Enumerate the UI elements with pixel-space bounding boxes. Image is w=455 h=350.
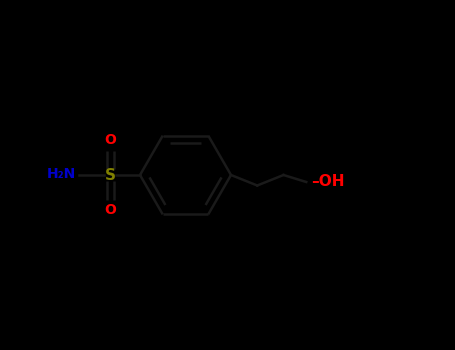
Text: H₂N: H₂N xyxy=(47,167,76,181)
Text: –OH: –OH xyxy=(312,175,345,189)
Text: O: O xyxy=(104,203,116,217)
Text: O: O xyxy=(104,133,116,147)
Text: S: S xyxy=(105,168,116,182)
